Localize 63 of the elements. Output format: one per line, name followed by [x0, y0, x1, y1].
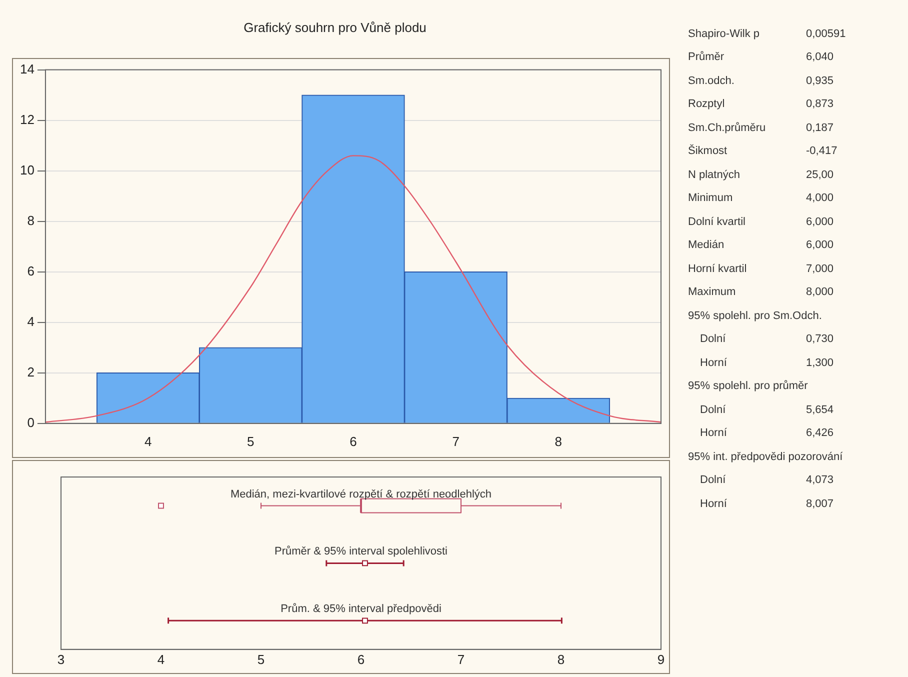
- category-label: Maximum: [688, 286, 737, 298]
- category-label: Medián: [688, 239, 726, 252]
- text: 0,00591: [806, 28, 846, 40]
- text: 6,000: [806, 216, 834, 228]
- category-label: Horní: [699, 427, 728, 440]
- y-tick-label: 8: [27, 212, 34, 228]
- y-tick-label: 6: [27, 263, 34, 278]
- text: 6,040: [806, 51, 834, 64]
- x-tick-label: 5: [257, 652, 265, 667]
- text: 8,000: [806, 286, 834, 298]
- text: -0,417: [806, 145, 838, 158]
- category-label: Horní: [699, 356, 728, 369]
- x-tick-label: 6: [357, 652, 365, 667]
- category-label: N platných: [688, 168, 741, 181]
- category-label: Dolní: [699, 474, 727, 486]
- text: 0,935: [806, 74, 834, 87]
- y-tick-label: 12: [20, 112, 34, 127]
- category-label: Prům. & 95% interval předpovědi: [280, 603, 442, 616]
- category-label: Dolní: [699, 333, 727, 346]
- text: 6,426: [806, 427, 834, 440]
- x-tick-label: 5: [247, 434, 254, 449]
- y-tick-label: 0: [27, 414, 34, 430]
- category-label: Medián, mezi-kvartilové rozpětí & rozpětí neodlehlých: [230, 488, 492, 500]
- category-label: Minimum: [688, 192, 734, 204]
- text: 6,000: [806, 239, 834, 252]
- y-tick-label: 4: [27, 314, 34, 329]
- category-label: Šikmost: [688, 145, 728, 158]
- text: 1,300: [806, 356, 834, 369]
- y-tick-label: 14: [20, 61, 34, 76]
- category-label: Shapiro-Wilk p: [688, 28, 761, 40]
- category-label: Rozptyl: [688, 98, 726, 110]
- x-tick-label: 3: [57, 652, 65, 667]
- category-label: Dolní kvartil: [688, 216, 746, 228]
- text: 4,000: [806, 192, 834, 204]
- text: 0,730: [806, 333, 834, 346]
- text: 7,000: [806, 262, 834, 275]
- category-label: 95% int. předpovědi pozorování: [688, 450, 843, 463]
- x-tick-label: 7: [457, 652, 465, 667]
- text: 0,873: [806, 98, 834, 110]
- category-label: Horní: [699, 498, 728, 510]
- chart-title: Grafický souhrn pro Vůně plodu: [242, 20, 428, 35]
- y-tick-label: 10: [20, 162, 34, 178]
- y-tick-label: 2: [27, 364, 34, 380]
- x-tick-label: 4: [157, 652, 165, 667]
- text: 4,073: [806, 474, 834, 486]
- text: 8,007: [806, 498, 834, 510]
- category-label: Horní kvartil: [688, 262, 748, 275]
- category-label: Průměr & 95% interval spolehlivosti: [274, 546, 448, 558]
- category-label: Sm.Ch.průměru: [688, 122, 767, 134]
- x-tick-label: 8: [557, 652, 565, 667]
- category-label: 95% spolehl. pro Sm.Odch.: [688, 310, 822, 322]
- x-tick-label: 6: [350, 434, 357, 449]
- category-label: 95% spolehl. pro průměr: [688, 380, 808, 392]
- category-label: Dolní: [699, 404, 727, 416]
- text: 0,187: [806, 122, 834, 134]
- category-label: Průměr: [688, 51, 726, 64]
- x-tick-label: 4: [144, 434, 152, 449]
- category-label: Sm.odch.: [688, 74, 736, 87]
- x-tick-label: 8: [554, 434, 562, 449]
- x-tick-label: 9: [657, 652, 665, 667]
- text: 25,00: [806, 168, 834, 181]
- text: 5,654: [806, 404, 834, 416]
- x-tick-label: 7: [452, 434, 460, 449]
